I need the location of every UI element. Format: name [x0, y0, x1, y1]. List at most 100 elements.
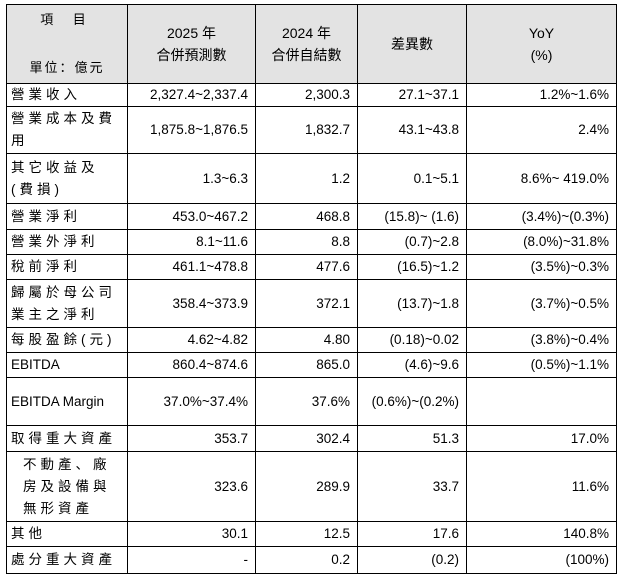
cell-value: (0.5%)~1.1% — [466, 352, 617, 378]
cell-value: 302.4 — [255, 425, 358, 452]
table-row: 營業外淨利 8.1~11.6 8.8 (0.7)~2.8 (8.0%)~31.8% — [6, 229, 617, 255]
cell-value: (100%) — [466, 546, 617, 574]
cell-value: 1.2 — [255, 153, 358, 204]
cell-value: 2,300.3 — [255, 83, 358, 107]
column-header: YoY (%) — [466, 4, 617, 84]
table-row: 其它收益及(費損) 1.3~6.3 1.2 0.1~5.1 8.6%~ 419.0% — [6, 153, 617, 204]
row-label: 其它收益及(費損) — [6, 153, 128, 204]
cell-value: 17.0% — [466, 425, 617, 452]
cell-value: 37.6% — [255, 377, 358, 426]
cell-value: 0.1~5.1 — [357, 153, 467, 204]
cell-value: 0.2 — [255, 546, 358, 574]
column-header: 2024 年合併自結數 — [255, 4, 358, 84]
cell-value: (0.18)~0.02 — [357, 327, 467, 353]
cell-value: 17.6 — [357, 521, 467, 547]
cell-value: (3.5%)~0.3% — [466, 254, 617, 280]
cell-value: 140.8% — [466, 521, 617, 547]
table-row: 營業淨利 453.0~467.2 468.8 (15.8)~ (1.6) (3.4%)~… — [6, 203, 617, 230]
cell-value: 43.1~43.8 — [357, 106, 467, 154]
cell-value: 2.4% — [466, 106, 617, 154]
cell-value: - — [127, 546, 256, 574]
row-label: EBITDA Margin — [6, 377, 128, 426]
cell-value: (4.6)~9.6 — [357, 352, 467, 378]
row-label: 其他 — [6, 521, 128, 547]
cell-value: 289.9 — [255, 451, 358, 522]
cell-value: (3.8%)~0.4% — [466, 327, 617, 353]
column-header-line: (%) — [530, 47, 553, 63]
cell-value: (0.7)~2.8 — [357, 229, 467, 255]
cell-value: (8.0%)~31.8% — [466, 229, 617, 255]
cell-value: 30.1 — [127, 521, 256, 547]
financial-forecast-table: 項 目 單位：億元 2025 年合併預測數 2024 年合併自結數 差異數 YoY (%… — [6, 4, 617, 574]
cell-value: 358.4~373.9 — [127, 279, 256, 328]
table-body: 營業收入 2,327.4~2,337.4 2,300.3 27.1~37.1 1.2%~… — [6, 83, 617, 574]
empty-cell — [466, 377, 617, 426]
cell-value: 4.62~4.82 — [127, 327, 256, 353]
table-row: 歸屬於母公司業主之淨利 358.4~373.9 372.1 (13.7)~1.8 (3.… — [6, 279, 617, 328]
cell-value: 477.6 — [255, 254, 358, 280]
cell-value: 1.2%~1.6% — [466, 83, 617, 107]
column-header-line: 2025 年 — [166, 25, 217, 41]
cell-value: (0.2) — [357, 546, 467, 574]
row-label: 營業外淨利 — [6, 229, 128, 255]
row-label: 取得重大資產 — [6, 425, 128, 452]
table-row: 不動產、廠房及設備與無形資產 323.6 289.9 33.7 11.6% — [6, 451, 617, 522]
cell-value: 2,327.4~2,337.4 — [127, 83, 256, 107]
cell-value: (3.4%)~(0.3%) — [466, 203, 617, 230]
table-row: 每股盈餘(元) 4.62~4.82 4.80 (0.18)~0.02 (3.8%)~0.… — [6, 327, 617, 353]
column-header: 差異數 — [357, 4, 467, 84]
cell-value: (0.6%)~(0.2%) — [357, 377, 467, 426]
row-label: 每股盈餘(元) — [6, 327, 128, 353]
row-label: 歸屬於母公司業主之淨利 — [6, 279, 128, 328]
cell-value: 33.7 — [357, 451, 467, 522]
column-header-line: 2024 年 — [281, 25, 332, 41]
cell-value: 468.8 — [255, 203, 358, 230]
cell-value: 461.1~478.8 — [127, 254, 256, 280]
table-row: 處分重大資產 -0.2 (0.2) (100%) — [6, 546, 617, 574]
column-header-line: 合併自結數 — [271, 47, 342, 63]
cell-value: 860.4~874.6 — [127, 352, 256, 378]
cell-value: 372.1 — [255, 279, 358, 328]
cell-value: 323.6 — [127, 451, 256, 522]
row-label: 營業成本及費用 — [6, 106, 128, 154]
row-label: 稅前淨利 — [6, 254, 128, 280]
row-label: 營業淨利 — [6, 203, 128, 230]
row-label: 不動產、廠房及設備與無形資產 — [6, 451, 128, 522]
cell-value: 27.1~37.1 — [357, 83, 467, 107]
header-row: 項 目 單位：億元 2025 年合併預測數 2024 年合併自結數 差異數 YoY (%… — [6, 4, 617, 84]
table-row: 其他 30.1 12.5 17.6 140.8% — [6, 521, 617, 547]
cell-value: 8.8 — [255, 229, 358, 255]
cell-value: 8.6%~ 419.0% — [466, 153, 617, 204]
cell-value: (15.8)~ (1.6) — [357, 203, 467, 230]
table-row: 營業收入 2,327.4~2,337.4 2,300.3 27.1~37.1 1.2%~… — [6, 83, 617, 107]
cell-value: 51.3 — [357, 425, 467, 452]
unit-label: 單位：億元 — [29, 60, 105, 75]
cell-value: 12.5 — [255, 521, 358, 547]
cell-value: 353.7 — [127, 425, 256, 452]
table-row: 稅前淨利 461.1~478.8 477.6 (16.5)~1.2 (3.5%)~0.3… — [6, 254, 617, 280]
item-header: 項 目 單位：億元 — [6, 4, 128, 84]
table-row: EBITDA Margin 37.0%~37.4% 37.6% (0.6%)~(0.2… — [6, 377, 617, 426]
table-row: 營業成本及費用 1,875.8~1,876.5 1,832.7 43.1~43.8 2.… — [6, 106, 617, 154]
cell-value: 37.0%~37.4% — [127, 377, 256, 426]
row-label: EBITDA — [6, 352, 128, 378]
table-row: 取得重大資產 353.7 302.4 51.3 17.0% — [6, 425, 617, 452]
row-label: 營業收入 — [6, 83, 128, 107]
column-header-line: YoY — [528, 25, 555, 41]
cell-value: 11.6% — [466, 451, 617, 522]
row-label: 處分重大資產 — [6, 546, 128, 574]
cell-value: (13.7)~1.8 — [357, 279, 467, 328]
table-row: EBITDA 860.4~874.6 865.0 (4.6)~9.6 (0.5%)~1.… — [6, 352, 617, 378]
column-header-line: 差異數 — [391, 36, 433, 52]
cell-value: 453.0~467.2 — [127, 203, 256, 230]
cell-value: (3.7%)~0.5% — [466, 279, 617, 328]
cell-value: (16.5)~1.2 — [357, 254, 467, 280]
cell-value: 865.0 — [255, 352, 358, 378]
cell-value: 1.3~6.3 — [127, 153, 256, 204]
cell-value: 4.80 — [255, 327, 358, 353]
cell-value: 1,832.7 — [255, 106, 358, 154]
item-title: 項 目 — [40, 12, 94, 27]
column-header-line: 合併預測數 — [156, 47, 227, 63]
cell-value: 8.1~11.6 — [127, 229, 256, 255]
